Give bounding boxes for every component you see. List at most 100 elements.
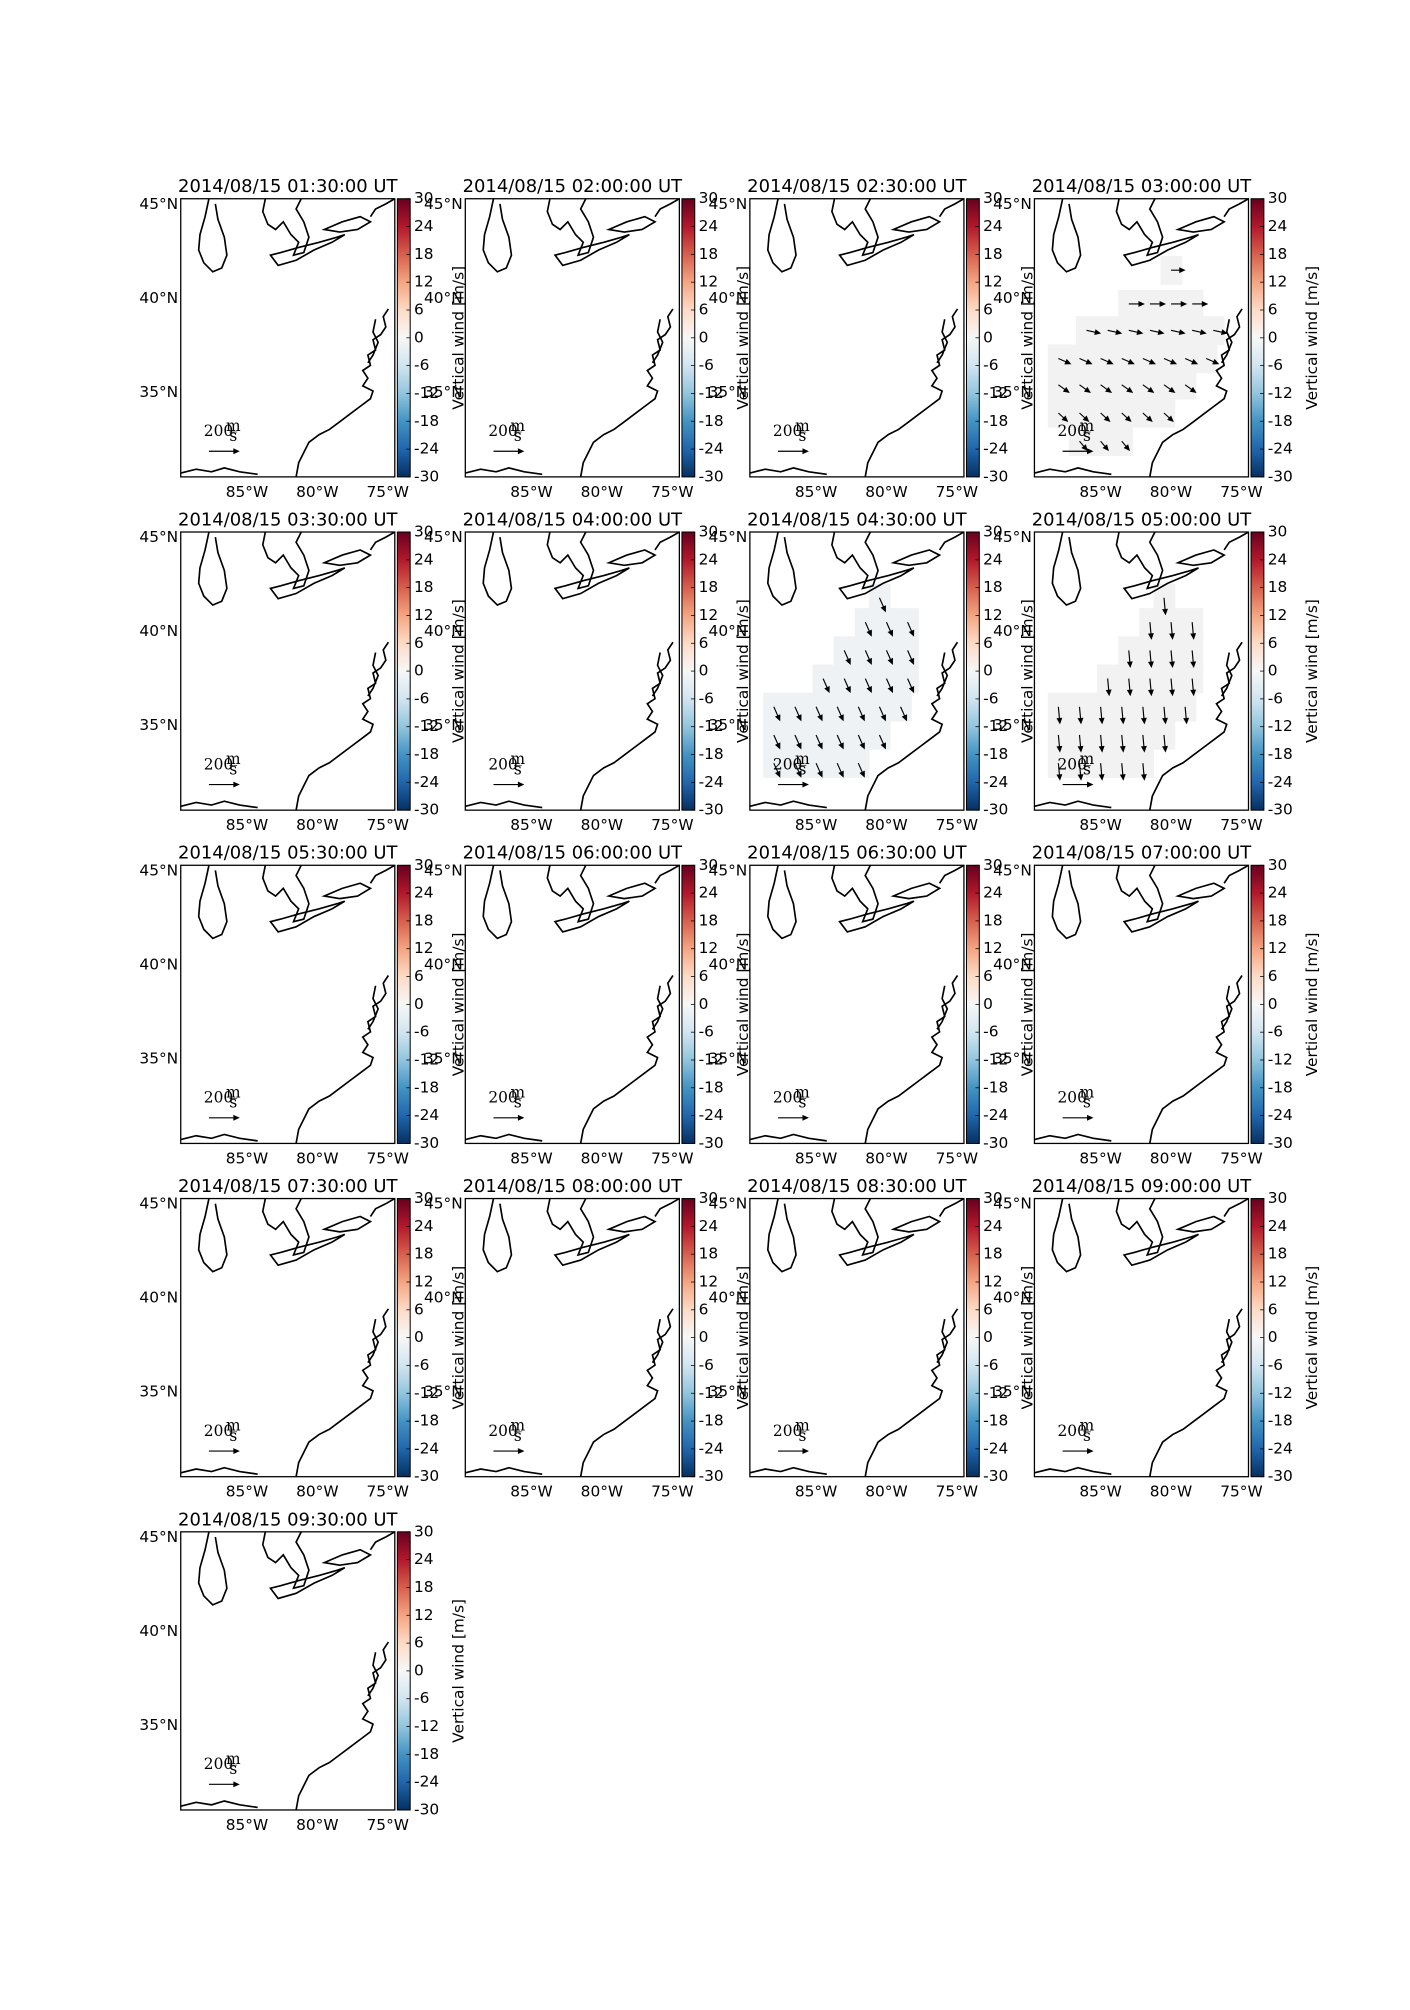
colorbar-tick-label: 12 <box>414 939 434 957</box>
colorbar-tick-label: 0 <box>1268 1328 1278 1346</box>
wind-vector <box>1162 597 1168 616</box>
colorbar-tick-label: -30 <box>983 467 1008 485</box>
map-frame <box>749 198 965 478</box>
colorbar-tick-label: 30 <box>1268 856 1288 874</box>
panel-title: 2014/08/15 07:30:00 UT <box>178 1176 398 1197</box>
colorbar-tick-label: -30 <box>699 1467 724 1485</box>
quiver-key-arrow <box>493 448 525 455</box>
colorbar-tick-label: 24 <box>414 884 434 902</box>
colorbar-tick-label: -30 <box>699 801 724 819</box>
map-panel: 2014/08/15 08:30:00 UT 85°W 80°W 75°W 35°N 40… <box>709 1176 1037 1501</box>
colorbar-tick-label: 0 <box>983 328 993 346</box>
x-tick-label: 75°W <box>1220 483 1262 501</box>
colorbar-tick-label: 12 <box>983 606 1003 624</box>
quiver-key-arrow <box>1062 1114 1094 1121</box>
colorbar-tick-label: -12 <box>414 1717 439 1735</box>
x-tick-label: 85°W <box>1079 816 1121 834</box>
y-tick-label: 35°N <box>709 716 748 734</box>
colorbar-tick-label: 12 <box>699 1273 719 1291</box>
wind-vector <box>900 706 908 722</box>
colorbar-label: Vertical wind [m/s] <box>734 599 752 743</box>
colorbar-label: Vertical wind [m/s] <box>1019 266 1037 410</box>
colorbar-tick-label: -24 <box>699 440 724 458</box>
map-panel: 2014/08/15 02:00:00 UT 85°W 80°W 75°W 35°N 40… <box>424 176 752 501</box>
wind-vector <box>864 621 872 637</box>
colorbar-tick-label: -24 <box>983 440 1008 458</box>
x-tick-label: 80°W <box>296 1149 338 1167</box>
colorbar-tick-label: 18 <box>699 578 719 596</box>
colorbar-tick-label: -18 <box>414 412 439 430</box>
wind-vector <box>1119 706 1126 725</box>
colorbar-tick-label: -18 <box>699 1412 724 1430</box>
wind-vector <box>773 762 781 778</box>
y-tick-label: 35°N <box>424 1049 463 1067</box>
wind-vector <box>1206 357 1220 365</box>
colorbar-tick-label: 0 <box>414 995 424 1013</box>
wind-vector <box>1079 440 1088 452</box>
colorbar-tick-label: 0 <box>699 995 709 1013</box>
colorbar-tick-label: 0 <box>983 662 993 680</box>
quiver-key-unit: m <box>795 417 810 435</box>
colorbar-tick-label: 18 <box>1268 245 1288 263</box>
colorbar-tick-label: 24 <box>699 884 719 902</box>
colorbar-tick-label: -12 <box>983 717 1008 735</box>
colorbar-label: Vertical wind [m/s] <box>1303 932 1321 1076</box>
quiver-key-arrow <box>208 448 240 455</box>
x-tick-label: 75°W <box>1220 816 1262 834</box>
colorbar-tick-label: 12 <box>699 273 719 291</box>
map-panel: 2014/08/15 07:30:00 UT 85°W 80°W 75°W 35°N 40… <box>139 1176 467 1501</box>
map-panel: 2014/08/15 09:30:00 UT 85°W 80°W 75°W 35°N 40… <box>139 1509 467 1834</box>
colorbar-tick-label: -6 <box>699 1356 714 1374</box>
colorbar-tick-label: 30 <box>983 523 1003 541</box>
quiver-key-unit: m <box>226 750 241 768</box>
x-tick-label: 80°W <box>865 816 907 834</box>
colorbar-tick-label: -6 <box>983 1356 998 1374</box>
wind-vector <box>1128 301 1145 307</box>
y-tick-label: 45°N <box>424 1195 463 1213</box>
colorbar-tick-label: 30 <box>414 1189 434 1207</box>
y-tick-label: 35°N <box>139 383 178 401</box>
quiver-key-label: 200 <box>1058 755 1087 773</box>
y-tick-label: 45°N <box>993 861 1032 879</box>
wind-vector <box>1162 734 1168 753</box>
x-tick-label: 80°W <box>1150 1149 1192 1167</box>
x-tick-label: 75°W <box>367 1149 409 1167</box>
y-tick-label: 45°N <box>139 1528 178 1546</box>
wind-vector <box>1098 706 1105 725</box>
y-tick-label: 35°N <box>139 1716 178 1734</box>
wind-vector <box>878 706 886 722</box>
quiver-key-label: 200 <box>488 1089 517 1107</box>
x-tick-label: 85°W <box>1079 483 1121 501</box>
colorbar-tick-label: -24 <box>1268 440 1293 458</box>
map-panel: 2014/08/15 07:00:00 UT 85°W 80°W 75°W 35°N 40… <box>993 843 1321 1168</box>
wind-vector <box>1121 412 1132 423</box>
colorbar-label: Vertical wind [m/s] <box>1019 1266 1037 1410</box>
wind-vector <box>843 650 851 665</box>
wind-vector <box>885 621 894 637</box>
colorbar-tick-label: 18 <box>699 245 719 263</box>
colorbar-label: Vertical wind [m/s] <box>449 932 467 1076</box>
quiver-key-arrow <box>1062 1448 1094 1455</box>
quiver-key-unit: m <box>226 1083 241 1101</box>
wind-vector <box>1149 329 1165 336</box>
map-panel: 2014/08/15 03:30:00 UT 85°W 80°W 75°W 35°N 40… <box>139 509 467 834</box>
wind-vector <box>1142 357 1156 365</box>
wind-vector <box>1079 412 1090 423</box>
panel-title: 2014/08/15 06:30:00 UT <box>747 843 967 864</box>
colorbar-tick-label: -24 <box>1268 1106 1293 1124</box>
colorbar-tick-label: -24 <box>983 1106 1008 1124</box>
map-frame <box>1033 198 1250 478</box>
wind-vector <box>815 706 823 722</box>
colorbar-tick-label: -30 <box>1268 1134 1293 1152</box>
y-tick-label: 35°N <box>993 1383 1032 1401</box>
colorbar-tick-label: -6 <box>699 689 714 707</box>
y-tick-label: 35°N <box>139 1049 178 1067</box>
colorbar-tick-label: -24 <box>414 773 439 791</box>
y-tick-label: 45°N <box>424 528 463 546</box>
wind-vector <box>1183 706 1190 725</box>
colorbar-label: Vertical wind [m/s] <box>1019 932 1037 1076</box>
quiver-key-unit: s <box>514 760 522 778</box>
wind-vector <box>1086 329 1102 336</box>
colorbar-tick-label: -12 <box>699 1384 724 1402</box>
x-tick-label: 80°W <box>865 483 907 501</box>
